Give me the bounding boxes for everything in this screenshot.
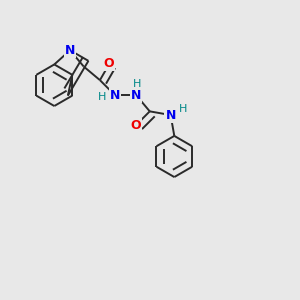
Text: N: N	[131, 88, 141, 102]
Text: H: H	[179, 104, 187, 114]
Text: N: N	[165, 109, 176, 122]
Text: H: H	[133, 79, 141, 89]
Text: N: N	[65, 44, 75, 57]
Text: O: O	[103, 56, 114, 70]
Text: H: H	[98, 92, 107, 102]
Text: O: O	[130, 119, 141, 132]
Text: N: N	[110, 88, 120, 102]
